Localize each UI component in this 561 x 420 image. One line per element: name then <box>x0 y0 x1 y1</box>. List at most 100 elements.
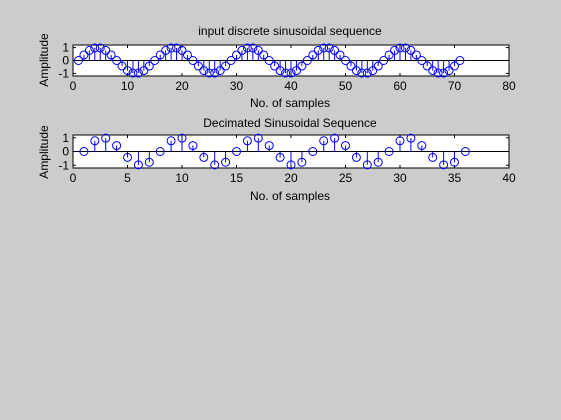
stem-marker <box>177 45 187 55</box>
stem-marker <box>362 160 372 170</box>
subplot-decimated-sequence: Decimated Sinusoidal Sequence 0 5 10 15 20 25… <box>37 116 516 203</box>
x-tick-label: 20 <box>175 79 189 93</box>
stem-marker <box>433 68 443 78</box>
stem-marker <box>248 43 258 53</box>
stem-marker <box>384 147 394 156</box>
y-axis-label: Amplitude <box>37 33 51 87</box>
stem-marker <box>226 56 236 65</box>
stem-marker <box>330 45 340 55</box>
stem-marker <box>155 147 165 156</box>
stem-marker <box>177 133 187 143</box>
x-tick-label: 70 <box>448 79 462 93</box>
x-tick-labels: 0 10 20 30 40 50 60 70 80 <box>70 79 516 93</box>
subplot-input-sequence: input discrete sinusoidal sequence 0 10 20… <box>37 24 516 110</box>
x-tick-label: 20 <box>284 171 298 185</box>
stem-marker <box>259 50 269 60</box>
stem-marker <box>406 45 416 55</box>
y-axis-label: Amplitude <box>37 125 51 179</box>
stem-marker <box>117 61 127 71</box>
x-axis-label: No. of samples <box>250 189 330 203</box>
stem-marker <box>172 43 182 53</box>
x-tick-label: 5 <box>124 171 131 185</box>
stem-marker <box>455 56 465 65</box>
stem-marker <box>297 157 307 167</box>
stem-marker <box>286 68 296 78</box>
stem-marker <box>291 66 301 76</box>
stem-marker <box>308 147 318 156</box>
series-stems <box>73 43 509 78</box>
y-tick-label: 1 <box>62 131 69 145</box>
stem-marker <box>90 136 100 146</box>
stem-marker <box>237 45 247 55</box>
stem-marker <box>319 43 329 53</box>
stem-marker <box>79 147 89 156</box>
plot-title: Decimated Sinusoidal Sequence <box>203 116 377 130</box>
stem-marker <box>319 136 329 146</box>
stem-marker <box>133 160 143 170</box>
stem-marker <box>221 61 231 71</box>
stem-marker <box>95 43 105 53</box>
stem-marker <box>123 66 132 76</box>
stem-marker <box>351 152 361 162</box>
stem-marker <box>346 61 356 71</box>
x-tick-labels: 0 5 10 15 20 25 30 35 40 <box>70 171 516 185</box>
stem-marker <box>232 147 241 156</box>
stem-marker <box>302 56 312 65</box>
stem-marker <box>460 147 470 156</box>
stem-marker <box>406 133 416 143</box>
stem-marker <box>439 160 449 170</box>
stem-marker <box>188 56 198 65</box>
stem-marker <box>199 152 209 162</box>
x-axis-label: No. of samples <box>250 96 330 110</box>
stem-marker <box>215 66 225 76</box>
stem-marker <box>341 141 350 151</box>
y-tick-label: 1 <box>62 41 69 55</box>
stem-marker <box>395 43 405 53</box>
stem-marker <box>264 56 274 65</box>
y-tick-label: -1 <box>58 66 69 80</box>
stem-marker <box>400 43 410 53</box>
stem-marker <box>313 45 323 55</box>
x-tick-label: 10 <box>175 171 189 185</box>
stem-marker <box>210 160 220 170</box>
stem-marker <box>155 50 165 60</box>
y-tick-labels: -101 <box>58 131 69 173</box>
x-tick-label: 25 <box>339 171 353 185</box>
stem-marker <box>221 157 231 167</box>
stem-marker <box>73 56 83 65</box>
x-tick-label: 30 <box>393 171 407 185</box>
stem-marker <box>373 157 383 167</box>
stem-marker <box>270 61 280 71</box>
stem-marker <box>351 66 361 76</box>
y-tick-labels: -101 <box>58 41 69 81</box>
y-tick-label: 0 <box>62 54 69 68</box>
stem-marker <box>450 157 459 167</box>
series-stems <box>73 133 509 170</box>
stem-marker <box>308 50 318 60</box>
stem-marker <box>384 50 394 60</box>
stem-marker <box>242 43 252 53</box>
stem-marker <box>144 61 154 71</box>
stem-marker <box>199 66 209 76</box>
stem-marker <box>275 66 285 76</box>
x-tick-label: 0 <box>70 171 77 185</box>
x-tick-label: 40 <box>502 171 516 185</box>
stem-marker <box>411 50 421 60</box>
stem-marker <box>112 141 122 151</box>
stem-marker <box>139 66 149 76</box>
stem-marker <box>286 160 296 170</box>
x-tick-label: 10 <box>121 79 135 93</box>
stem-marker <box>368 66 378 76</box>
stem-marker <box>253 133 263 143</box>
stem-marker <box>428 66 438 76</box>
y-tick-label: -1 <box>58 158 69 172</box>
stem-marker <box>253 45 263 55</box>
y-tick-label: 0 <box>62 145 69 159</box>
stem-marker <box>166 43 176 53</box>
stem-marker <box>275 152 285 162</box>
stem-marker <box>182 50 192 60</box>
x-tick-label: 30 <box>230 79 244 93</box>
stem-marker <box>390 45 400 55</box>
stem-marker <box>204 68 214 78</box>
